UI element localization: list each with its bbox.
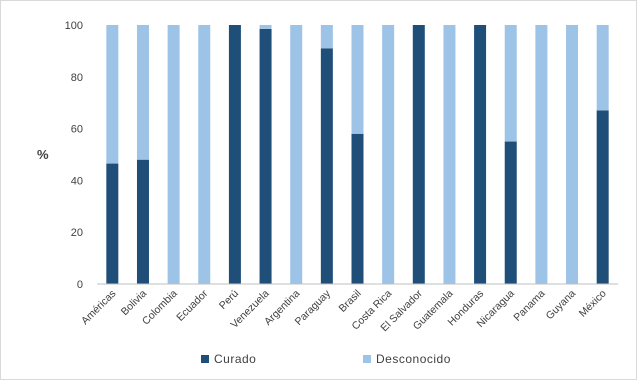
bar-segment-curado	[504, 141, 517, 284]
x-tick-label: Américas	[79, 288, 118, 327]
bar-segment-desconocido	[382, 25, 395, 284]
legend-label: Desconocido	[376, 352, 451, 366]
x-tick-label: Perú	[217, 288, 241, 312]
bar-segment-desconocido	[596, 25, 609, 111]
bar-segment-desconocido	[566, 25, 579, 284]
y-tick-label: 80	[71, 72, 83, 84]
bar-segment-curado	[259, 28, 272, 285]
x-tick-label: Guyana	[544, 288, 579, 323]
x-tick-label: Brasil	[337, 288, 364, 315]
x-tick-label: Panama	[511, 288, 547, 324]
legend-label: Curado	[214, 352, 256, 366]
y-tick-label: 20	[71, 227, 83, 239]
y-axis-label: %	[37, 147, 49, 162]
bar-segment-curado	[412, 25, 425, 284]
legend-swatch	[201, 355, 209, 363]
bar-segment-desconocido	[320, 25, 333, 49]
y-tick-label: 100	[65, 20, 83, 32]
bar-segment-curado	[474, 25, 487, 284]
bar-segment-curado	[320, 48, 333, 285]
bar-segment-desconocido	[351, 25, 364, 134]
bar-segment-curado	[228, 25, 241, 284]
x-tick-label: Ecuador	[174, 287, 210, 323]
y-tick-label: 60	[71, 124, 83, 136]
legend-swatch	[363, 355, 371, 363]
bar-segment-curado	[351, 133, 364, 284]
bar-segment-curado	[136, 159, 149, 284]
bar-segment-desconocido	[504, 25, 517, 142]
bar-segment-desconocido	[106, 25, 119, 164]
bar-segment-desconocido	[198, 25, 211, 284]
y-tick-label: 40	[71, 175, 83, 187]
bar-segment-curado	[106, 163, 119, 284]
bar-segment-desconocido	[290, 25, 303, 284]
bar-segment-desconocido	[136, 25, 149, 160]
bar-segment-desconocido	[259, 25, 272, 29]
y-tick-label: 0	[77, 279, 83, 291]
legend-item-desconocido: Desconocido	[363, 352, 451, 366]
bar-segment-curado	[596, 110, 609, 284]
x-tick-label: México	[577, 288, 609, 320]
bar-segment-desconocido	[535, 25, 548, 284]
legend-item-curado: Curado	[201, 352, 256, 366]
bar-segment-desconocido	[443, 25, 456, 284]
bar-segment-desconocido	[167, 25, 180, 284]
